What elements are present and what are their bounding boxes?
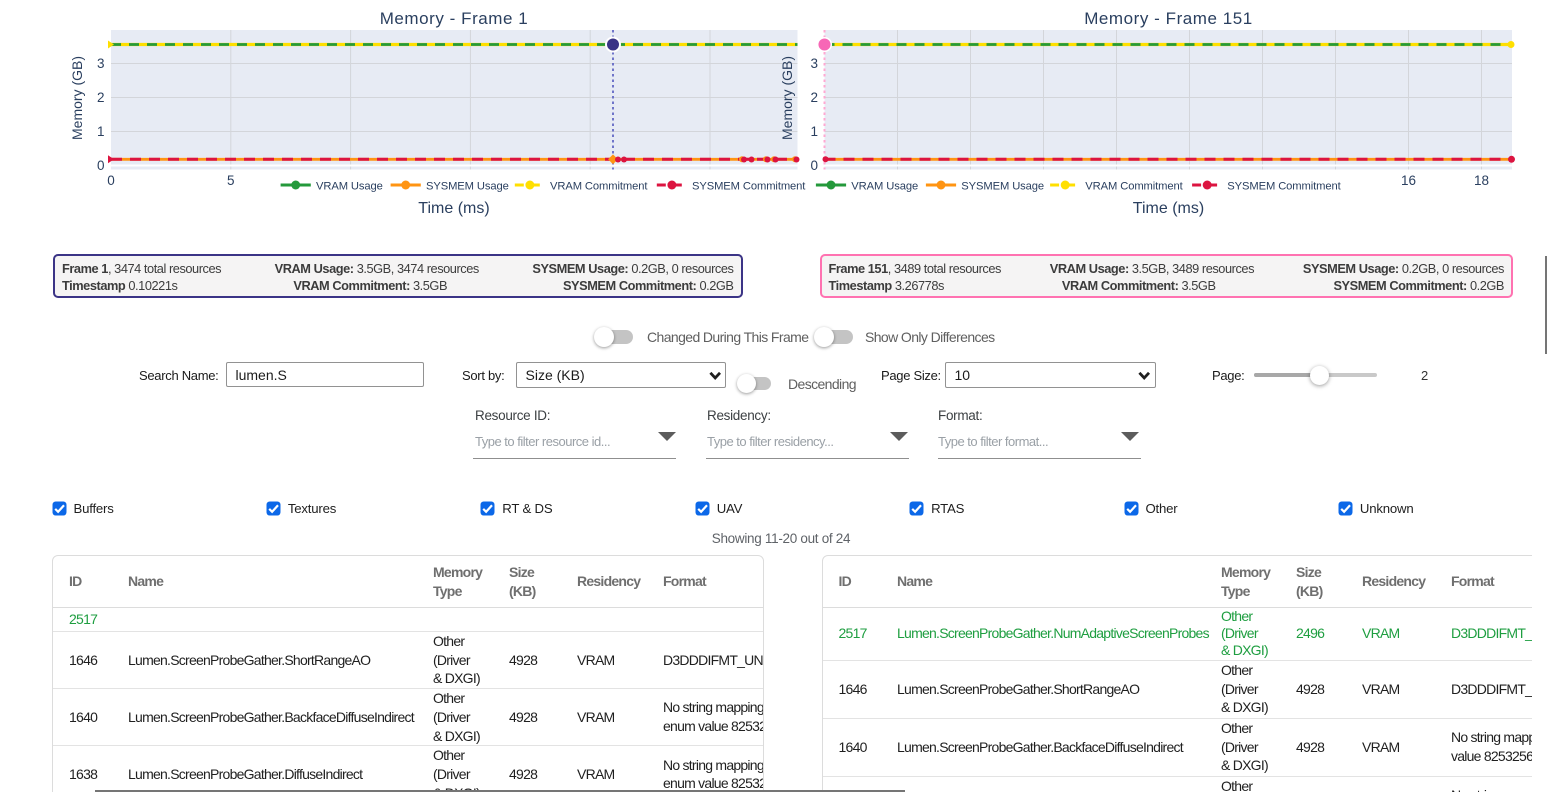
- svg-text:SYSMEM Commitment: SYSMEM Commitment: [1227, 181, 1341, 193]
- svg-text:Memory (GB): Memory (GB): [779, 56, 795, 140]
- svg-text:Memory - Frame 151: Memory - Frame 151: [1084, 9, 1253, 28]
- svg-text:1: 1: [810, 124, 818, 139]
- svg-text:16: 16: [1401, 173, 1416, 188]
- svg-text:18: 18: [1474, 173, 1489, 188]
- svg-text:5: 5: [227, 173, 235, 188]
- svg-text:VRAM Usage: VRAM Usage: [316, 181, 383, 193]
- svg-text:SYSMEM Usage: SYSMEM Usage: [961, 181, 1044, 193]
- svg-text:SYSMEM Usage: SYSMEM Usage: [426, 181, 509, 193]
- svg-text:Time (ms): Time (ms): [418, 200, 489, 217]
- svg-text:3: 3: [810, 56, 818, 71]
- svg-text:0: 0: [810, 158, 818, 173]
- svg-text:0: 0: [107, 173, 115, 188]
- svg-text:Memory (GB): Memory (GB): [69, 56, 85, 140]
- svg-text:SYSMEM Commitment: SYSMEM Commitment: [692, 181, 806, 193]
- svg-text:VRAM Commitment: VRAM Commitment: [1085, 181, 1183, 193]
- svg-text:2: 2: [97, 90, 105, 105]
- svg-text:3: 3: [97, 56, 105, 71]
- svg-text:2: 2: [810, 90, 818, 105]
- svg-text:0: 0: [97, 158, 105, 173]
- svg-text:Memory - Frame 1: Memory - Frame 1: [380, 9, 529, 28]
- svg-text:VRAM Commitment: VRAM Commitment: [550, 181, 648, 193]
- svg-text:1: 1: [97, 124, 105, 139]
- svg-text:VRAM Usage: VRAM Usage: [851, 181, 918, 193]
- svg-text:Time (ms): Time (ms): [1133, 200, 1204, 217]
